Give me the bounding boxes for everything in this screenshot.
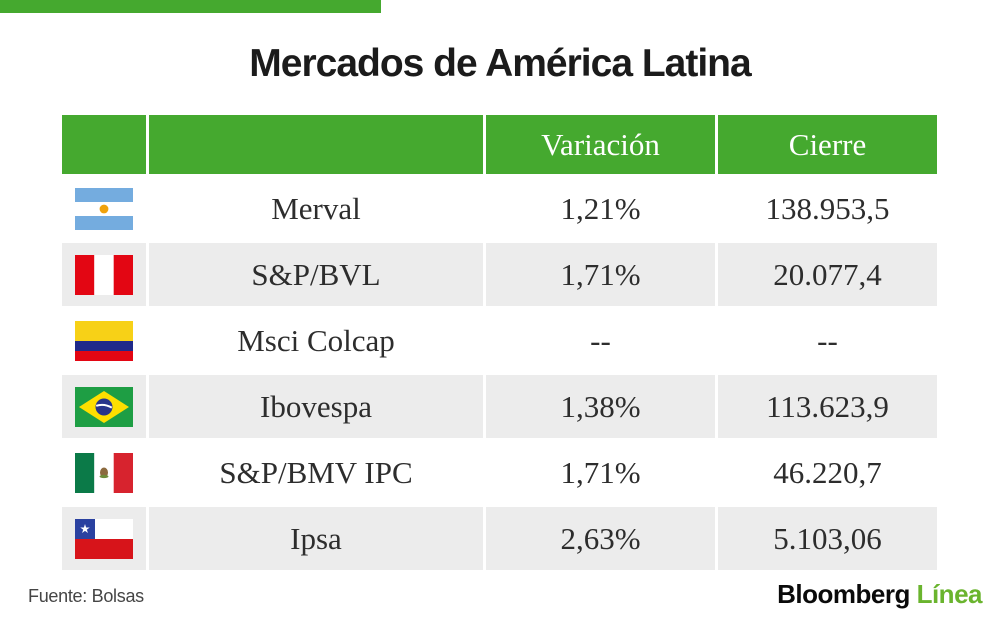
accent-top-bar: [0, 0, 381, 13]
table-row-colcap: Msci Colcap -- --: [62, 309, 937, 372]
table-header-row: Variación Cierre: [62, 115, 937, 174]
index-close: 113.623,9: [718, 375, 937, 438]
index-name: Ibovespa: [149, 375, 483, 438]
index-variation: 1,21%: [486, 177, 715, 240]
colombia-flag-icon: [62, 309, 146, 372]
index-variation: 2,63%: [486, 507, 715, 570]
page-title: Mercados de América Latina: [249, 42, 751, 85]
bloomberg-linea-logo: Bloomberg Línea: [777, 579, 982, 610]
source-note: Fuente: Bolsas: [28, 586, 144, 606]
index-name: Ipsa: [149, 507, 483, 570]
logo-bloomberg-text: Bloomberg: [777, 579, 910, 609]
argentina-flag-icon: [62, 177, 146, 240]
index-variation: 1,71%: [486, 243, 715, 306]
index-variation: 1,71%: [486, 441, 715, 504]
index-name: Msci Colcap: [149, 309, 483, 372]
markets-table: Variación Cierre Merval 1,21% 138.953,5: [59, 112, 940, 573]
index-name: S&P/BVL: [149, 243, 483, 306]
index-close: 5.103,06: [718, 507, 937, 570]
index-close: 46.220,7: [718, 441, 937, 504]
chile-flag-icon: [62, 507, 146, 570]
index-close: 138.953,5: [718, 177, 937, 240]
index-variation: --: [486, 309, 715, 372]
header-name-cell: [149, 115, 483, 174]
table-row-ibovespa: Ibovespa 1,38% 113.623,9: [62, 375, 937, 438]
index-variation: 1,38%: [486, 375, 715, 438]
index-close: --: [718, 309, 937, 372]
index-name: S&P/BMV IPC: [149, 441, 483, 504]
mexico-flag-icon: [62, 441, 146, 504]
header-flag-cell: [62, 115, 146, 174]
logo-linea-text: Línea: [916, 579, 983, 609]
table-row-bmvipc: S&P/BMV IPC 1,71% 46.220,7: [62, 441, 937, 504]
index-close: 20.077,4: [718, 243, 937, 306]
table-row-ipsa: Ipsa 2,63% 5.103,06: [62, 507, 937, 570]
header-close: Cierre: [718, 115, 937, 174]
table-row-spbvl: S&P/BVL 1,71% 20.077,4: [62, 243, 937, 306]
header-variation: Variación: [486, 115, 715, 174]
brazil-flag-icon: [62, 375, 146, 438]
peru-flag-icon: [62, 243, 146, 306]
table-row-merval: Merval 1,21% 138.953,5: [62, 177, 937, 240]
index-name: Merval: [149, 177, 483, 240]
